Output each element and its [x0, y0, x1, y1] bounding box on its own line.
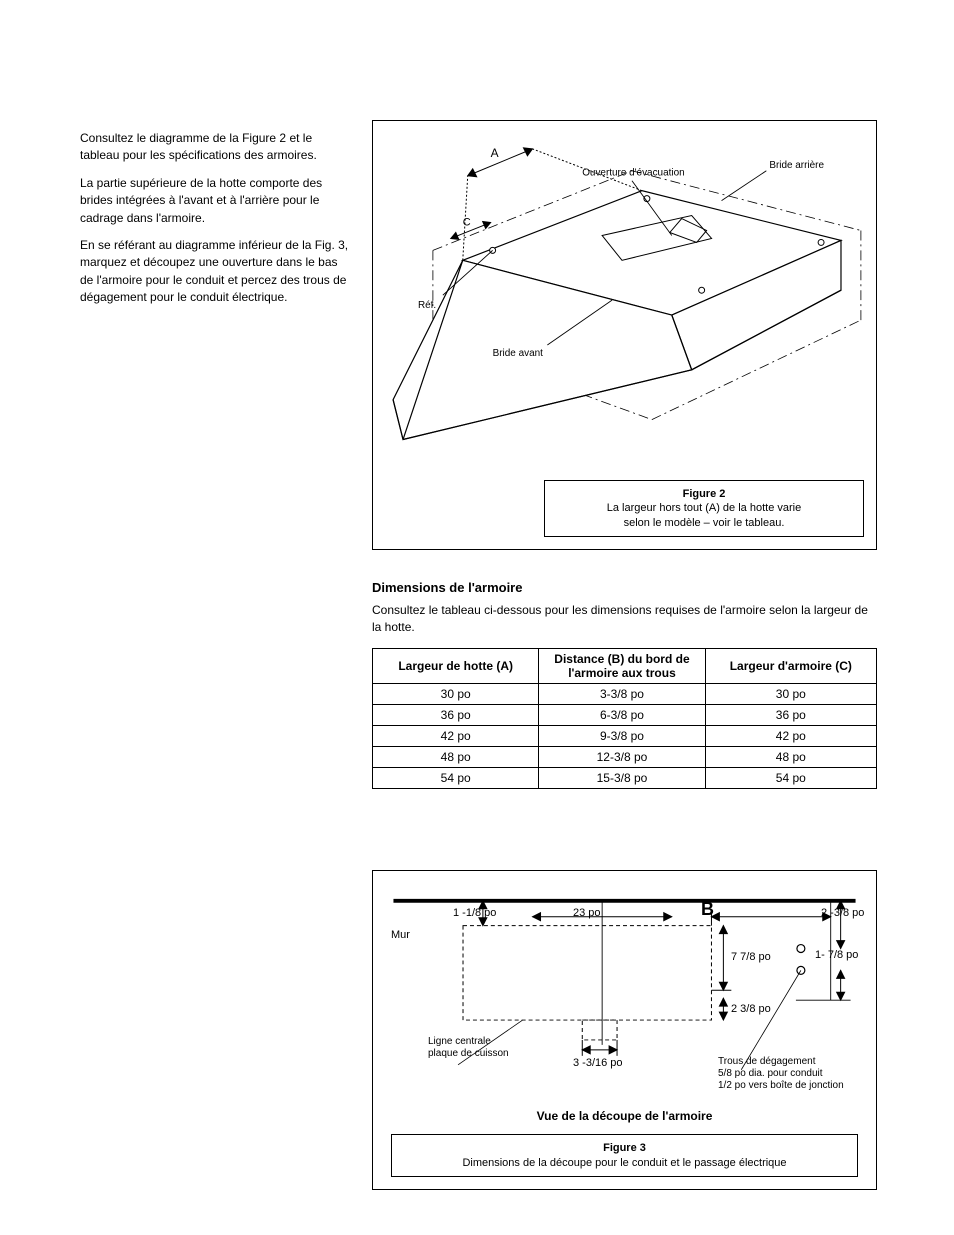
holes-l3: 1/2 po vers boîte de jonction	[718, 1080, 844, 1091]
figure-3-title: Figure 3	[400, 1141, 849, 1155]
label-centerline: Ligne centrale plaque de cuisson	[428, 1036, 509, 1060]
dim-3-3-16: 3 -3/16 po	[573, 1057, 623, 1069]
cell: 42 po	[373, 726, 539, 747]
cell: 36 po	[373, 705, 539, 726]
th-width-a: Largeur de hotte (A)	[373, 649, 539, 684]
label-wall: Mur	[391, 929, 410, 941]
figure-3-note-box: Figure 3 Dimensions de la découpe pour l…	[391, 1134, 858, 1177]
figure-3-note-line: Dimensions de la découpe pour le conduit…	[400, 1156, 849, 1170]
cell: 36 po	[705, 705, 876, 726]
table-row: 42 po 9-3/8 po 42 po	[373, 726, 877, 747]
label-rear-flange: Bride arrière	[769, 160, 824, 171]
cell: 48 po	[705, 747, 876, 768]
dim-7-7-8: 7 7/8 po	[731, 951, 771, 963]
th-dist-b: Distance (B) du bord de l'armoire aux tr…	[539, 649, 705, 684]
cell: 15-3/8 po	[539, 768, 705, 789]
table-heading: Dimensions de l'armoire	[372, 580, 877, 595]
centerline-l2: plaque de cuisson	[428, 1048, 509, 1059]
cell: 42 po	[705, 726, 876, 747]
table-intro-text: Consultez le tableau ci-dessous pour les…	[372, 602, 877, 636]
para-3: En se référant au diagramme inférieur de…	[80, 237, 350, 307]
table-row: 48 po 12-3/8 po 48 po	[373, 747, 877, 768]
left-column: Consultez le diagramme de la Figure 2 et…	[80, 130, 350, 317]
holes-l1: Trous de dégagement	[718, 1056, 815, 1067]
cell: 30 po	[373, 684, 539, 705]
dim-a-label: A	[491, 146, 499, 160]
centerline-l1: Ligne centrale	[428, 1036, 491, 1047]
label-vent: Ouverture d'évacuation	[582, 168, 684, 179]
holes-l2: 5/8 po dia. pour conduit	[718, 1068, 823, 1079]
label-ref: Réf.	[418, 300, 436, 311]
para-2: La partie supérieure de la hotte comport…	[80, 175, 350, 227]
para-1: Consultez le diagramme de la Figure 2 et…	[80, 130, 350, 165]
table-row: 54 po 15-3/8 po 54 po	[373, 768, 877, 789]
cell: 54 po	[705, 768, 876, 789]
figure-3-caption: Vue de la découpe de l'armoire	[373, 1109, 876, 1123]
cell: 9-3/8 po	[539, 726, 705, 747]
dim-1-1-8: 1 -1/8 po	[453, 907, 496, 919]
dim-2-3-8: 2 3/8 po	[731, 1003, 771, 1015]
figure-2-line1: La largeur hors tout (A) de la hotte var…	[553, 501, 855, 515]
cell: 48 po	[373, 747, 539, 768]
dimensions-table: Largeur de hotte (A) Distance (B) du bor…	[372, 648, 877, 789]
dim-c-label: C	[463, 217, 471, 229]
cell: 3-3/8 po	[539, 684, 705, 705]
dim-b-marker: B	[701, 899, 714, 920]
dim-23: 23 po	[573, 907, 601, 919]
figure-2-title: Figure 2	[553, 487, 855, 501]
label-front-flange: Bride avant	[493, 348, 544, 359]
figure-2-caption-box: Figure 2 La largeur hors tout (A) de la …	[544, 480, 864, 537]
cell: 54 po	[373, 768, 539, 789]
th-cabinet-c: Largeur d'armoire (C)	[705, 649, 876, 684]
figure-3-panel: Mur 1 -1/8 po 23 po B 2 -3/8 po 1- 7/8 p…	[372, 870, 877, 1190]
cell: 6-3/8 po	[539, 705, 705, 726]
table-row: 36 po 6-3/8 po 36 po	[373, 705, 877, 726]
dim-2-3-8-top: 2 -3/8 po	[821, 907, 864, 919]
figure-2-line2: selon le modèle – voir le tableau.	[553, 516, 855, 530]
figure-2-panel: A C Bride arrière Bride avant Ouv	[372, 120, 877, 550]
page: Consultez le diagramme de la Figure 2 et…	[0, 0, 954, 1235]
cell: 30 po	[705, 684, 876, 705]
dim-1-7-8: 1- 7/8 po	[815, 949, 858, 961]
cell: 12-3/8 po	[539, 747, 705, 768]
table-row: 30 po 3-3/8 po 30 po	[373, 684, 877, 705]
label-clearance-holes: Trous de dégagement 5/8 po dia. pour con…	[718, 1056, 844, 1092]
